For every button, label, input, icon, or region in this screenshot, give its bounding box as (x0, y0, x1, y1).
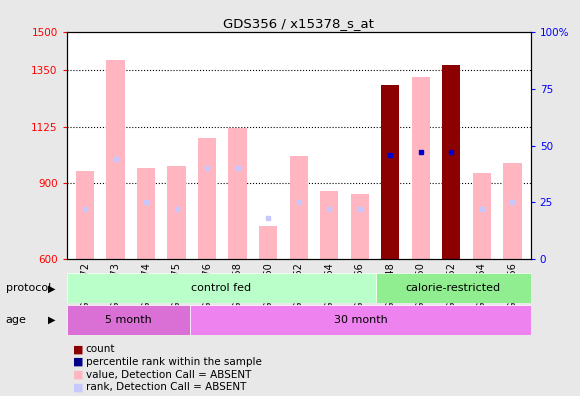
Title: GDS356 / x15378_s_at: GDS356 / x15378_s_at (223, 17, 374, 30)
Text: count: count (86, 344, 115, 354)
Bar (412, 77, 430, 259)
Text: rank, Detection Call = ABSENT: rank, Detection Call = ABSENT (86, 382, 246, 392)
Text: 5 month: 5 month (105, 315, 152, 325)
Bar (198, 138, 216, 259)
Bar (76, 171, 94, 259)
Bar (376, 273, 531, 303)
Text: percentile rank within the sample: percentile rank within the sample (86, 357, 262, 367)
Text: ■: ■ (72, 382, 83, 392)
Text: ▶: ▶ (48, 283, 55, 293)
Bar (442, 65, 461, 259)
Text: ■: ■ (72, 369, 83, 380)
Bar (473, 173, 491, 259)
Bar (168, 166, 186, 259)
Bar (190, 305, 531, 335)
Text: control fed: control fed (191, 283, 251, 293)
Bar (106, 59, 125, 259)
Text: ▶: ▶ (48, 315, 55, 325)
Bar (320, 191, 338, 259)
Text: ■: ■ (72, 357, 83, 367)
Text: ■: ■ (72, 344, 83, 354)
Bar (137, 168, 155, 259)
Bar (381, 85, 400, 259)
Bar (67, 305, 190, 335)
Text: value, Detection Call = ABSENT: value, Detection Call = ABSENT (86, 369, 251, 380)
Bar (259, 227, 277, 259)
Text: protocol: protocol (6, 283, 51, 293)
Bar (229, 128, 247, 259)
Bar (350, 194, 369, 259)
Text: calorie-restricted: calorie-restricted (406, 283, 501, 293)
Text: 30 month: 30 month (334, 315, 387, 325)
Bar (503, 163, 521, 259)
Bar (289, 156, 308, 259)
Bar (67, 273, 376, 303)
Text: age: age (6, 315, 27, 325)
